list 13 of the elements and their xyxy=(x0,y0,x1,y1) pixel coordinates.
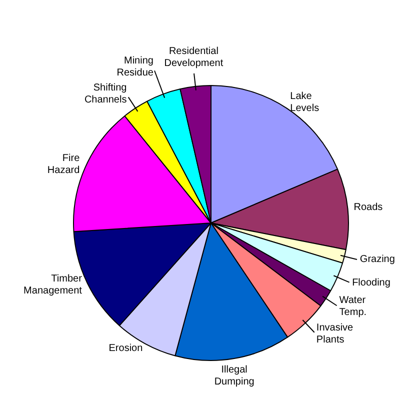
slice-label: Timber Management xyxy=(24,273,83,296)
slice-label: Illegal Dumping xyxy=(214,364,254,388)
slice-label: Water Temp. xyxy=(339,295,367,318)
slice-label: Residential Development xyxy=(164,46,224,70)
slice-label: Mining Residue xyxy=(116,56,154,79)
slice-label: Flooding xyxy=(352,277,390,288)
slice-label: Invasive Plants xyxy=(316,322,354,346)
slice-label: Roads xyxy=(354,202,383,213)
slice-label: Erosion xyxy=(108,342,143,354)
slice-label: Shifting Channels xyxy=(84,82,127,106)
slice-label: Fire Hazard xyxy=(47,152,80,176)
slice-label: Grazing xyxy=(360,254,395,265)
slice-label: Lake Levels xyxy=(290,91,320,114)
